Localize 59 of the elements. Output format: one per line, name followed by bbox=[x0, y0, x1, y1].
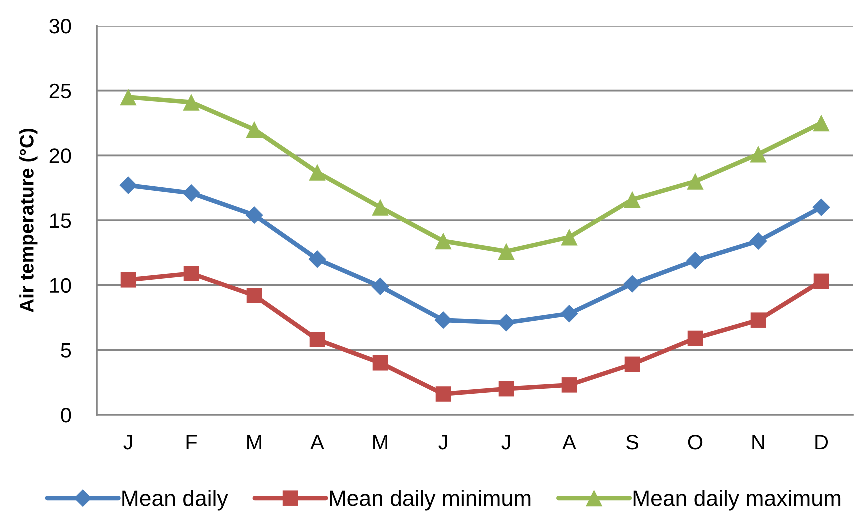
point bbox=[562, 378, 578, 393]
x-tick-label: J bbox=[124, 435, 132, 450]
x-tick-label: M bbox=[248, 435, 262, 450]
x-tick-label: O bbox=[688, 434, 703, 450]
point bbox=[498, 243, 515, 260]
x-tick-label: A bbox=[310, 435, 324, 450]
point bbox=[624, 275, 642, 293]
point bbox=[561, 229, 578, 246]
y-tick-label: 0 bbox=[61, 408, 72, 423]
legend-label: Mean daily bbox=[122, 490, 228, 511]
point bbox=[624, 356, 640, 372]
point bbox=[812, 198, 830, 216]
y-tick-label: 20 bbox=[50, 148, 72, 164]
point bbox=[246, 288, 262, 304]
legend-label: Mean daily maximum bbox=[634, 490, 841, 511]
point bbox=[309, 164, 326, 181]
x-tick-label: D bbox=[816, 435, 828, 450]
point bbox=[184, 266, 200, 282]
point bbox=[246, 206, 264, 224]
x-tick-label: S bbox=[626, 434, 638, 450]
x-tick-label: F bbox=[186, 435, 198, 450]
point bbox=[372, 355, 388, 371]
point bbox=[182, 184, 200, 202]
point bbox=[308, 250, 326, 268]
point bbox=[686, 252, 704, 270]
y-tick-label: 10 bbox=[50, 278, 72, 294]
x-tick-label: J bbox=[502, 435, 510, 450]
point bbox=[498, 381, 514, 397]
point bbox=[814, 274, 830, 290]
point bbox=[120, 272, 136, 288]
x-tick-label: N bbox=[752, 435, 764, 450]
x-tick-label: A bbox=[562, 435, 576, 450]
point bbox=[687, 173, 704, 190]
point bbox=[183, 94, 200, 111]
point bbox=[560, 305, 578, 323]
point bbox=[120, 88, 137, 106]
point bbox=[435, 232, 452, 250]
point bbox=[624, 191, 641, 208]
y-tick-label: 30 bbox=[50, 19, 72, 34]
point bbox=[498, 314, 516, 332]
y-tick-label: 25 bbox=[50, 84, 72, 99]
y-axis-title: Air temperature (°C) bbox=[20, 128, 38, 312]
point bbox=[688, 330, 704, 346]
point bbox=[813, 114, 830, 132]
point bbox=[750, 312, 766, 328]
point bbox=[310, 332, 326, 348]
point bbox=[750, 146, 767, 163]
x-tick-label: J bbox=[438, 435, 448, 450]
point bbox=[750, 232, 768, 250]
point bbox=[436, 386, 452, 402]
point bbox=[246, 121, 263, 138]
legend-label: Mean daily minimum bbox=[330, 490, 531, 511]
y-tick-label: 5 bbox=[61, 343, 72, 358]
y-tick-label: 15 bbox=[50, 214, 72, 228]
point bbox=[372, 199, 389, 216]
point bbox=[120, 176, 138, 194]
point bbox=[434, 312, 452, 330]
x-tick-label: M bbox=[374, 435, 388, 450]
point bbox=[372, 278, 390, 296]
